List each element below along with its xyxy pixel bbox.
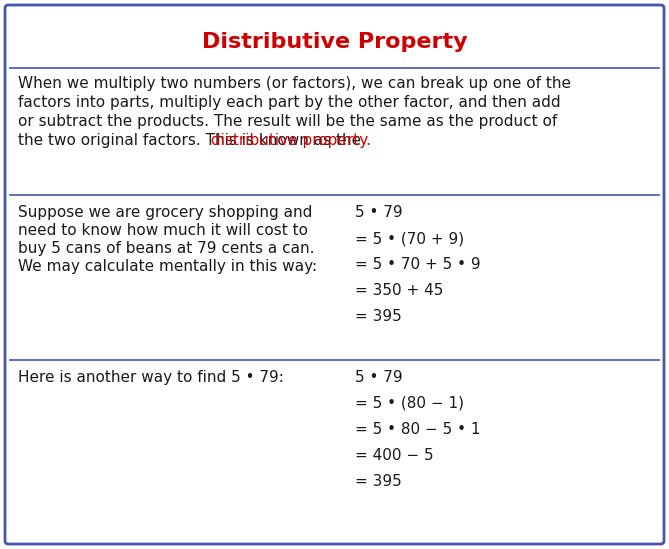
- FancyBboxPatch shape: [5, 5, 664, 544]
- Text: = 350 + 45: = 350 + 45: [355, 283, 444, 298]
- Text: the two original factors. This is known as the: the two original factors. This is known …: [18, 133, 361, 148]
- Text: = 5 • (80 − 1): = 5 • (80 − 1): [355, 396, 464, 411]
- Text: = 5 • (70 + 9): = 5 • (70 + 9): [355, 231, 464, 246]
- Text: = 395: = 395: [355, 474, 402, 489]
- Text: We may calculate mentally in this way:: We may calculate mentally in this way:: [18, 259, 317, 274]
- Text: factors into parts, multiply each part by the other factor, and then add: factors into parts, multiply each part b…: [18, 95, 561, 110]
- Text: Here is another way to find 5 • 79:: Here is another way to find 5 • 79:: [18, 370, 284, 385]
- Text: Distributive Property: Distributive Property: [201, 32, 468, 52]
- Text: = 5 • 70 + 5 • 9: = 5 • 70 + 5 • 9: [355, 257, 480, 272]
- Text: When we multiply two numbers (or factors), we can break up one of the: When we multiply two numbers (or factors…: [18, 76, 571, 91]
- Text: Suppose we are grocery shopping and: Suppose we are grocery shopping and: [18, 205, 312, 220]
- Text: = 395: = 395: [355, 309, 402, 324]
- Text: = 400 − 5: = 400 − 5: [355, 448, 434, 463]
- Text: = 5 • 80 − 5 • 1: = 5 • 80 − 5 • 1: [355, 422, 480, 437]
- Text: need to know how much it will cost to: need to know how much it will cost to: [18, 223, 308, 238]
- Text: 5 • 79: 5 • 79: [355, 370, 403, 385]
- Text: or subtract the products. The result will be the same as the product of: or subtract the products. The result wil…: [18, 114, 557, 129]
- Text: distributive property.: distributive property.: [206, 133, 371, 148]
- Text: 5 • 79: 5 • 79: [355, 205, 403, 220]
- Text: buy 5 cans of beans at 79 cents a can.: buy 5 cans of beans at 79 cents a can.: [18, 241, 314, 256]
